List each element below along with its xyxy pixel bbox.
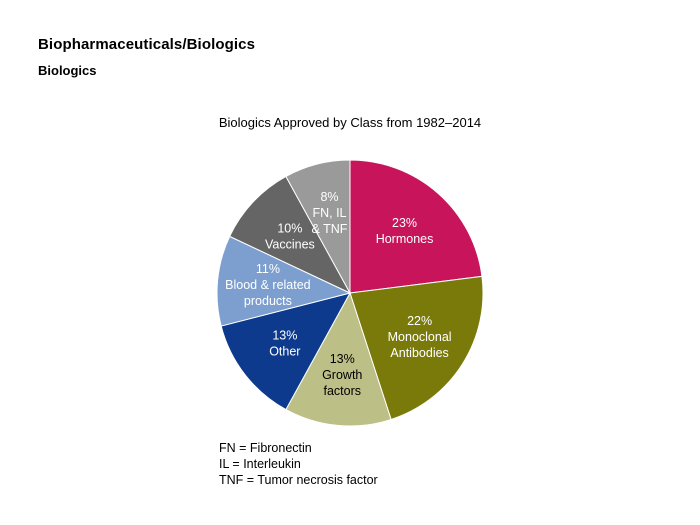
pie-label-vaccines: 10% Vaccines — [265, 222, 315, 252]
pie-label-text: Blood & related — [225, 278, 311, 292]
pie-label-fn-il-tnf: 8% FN, IL & TNF — [312, 190, 348, 236]
pie-label-text: FN, IL — [312, 206, 346, 220]
pie-label-other: 13% Other — [269, 329, 300, 359]
abbreviation-legend: FN = Fibronectin IL = Interleukin TNF = … — [219, 440, 378, 488]
pie-label-text: products — [244, 294, 292, 308]
pie-label-text: factors — [323, 384, 361, 398]
pie-label-value: 23% — [392, 216, 417, 230]
chart-title: Biologics Approved by Class from 1982–20… — [218, 115, 482, 130]
pie-label-text: Antibodies — [390, 346, 448, 360]
pie-label-text: Monoclonal — [388, 330, 452, 344]
pie-label-growth-factors: 13% Growth factors — [322, 352, 362, 398]
pie-label-text: Hormones — [376, 232, 434, 246]
pie-label-value: 13% — [272, 329, 297, 343]
pie-label-value: 8% — [320, 190, 338, 204]
pie-label-hormones: 23% Hormones — [376, 216, 434, 246]
pie-slice-blood-related-products — [216, 235, 352, 327]
pie-label-monoclonal-antibodies: 22% Monoclonal Antibodies — [388, 314, 452, 360]
page-heading: Biopharmaceuticals/Biologics — [38, 36, 256, 53]
pie-slice-growth-factors — [285, 291, 392, 427]
pie-slice-hormones — [349, 159, 483, 294]
legend-note-il: IL = Interleukin — [219, 457, 301, 471]
pie-label-value: 22% — [407, 314, 432, 328]
pie-slice-other — [220, 292, 351, 411]
pie-label-text: Vaccines — [265, 238, 315, 252]
legend-note-tnf: TNF = Tumor necrosis factor — [219, 473, 378, 487]
pie-label-text: & TNF — [312, 222, 348, 236]
pie-label-value: 13% — [330, 352, 355, 366]
pie-slice-monoclonal-antibodies — [349, 275, 484, 421]
pie-label-text: Growth — [322, 368, 362, 382]
pie-slice-vaccines — [228, 175, 352, 295]
pie-slice-fn-il-tnf — [285, 159, 351, 294]
pie-label-value: 10% — [277, 222, 302, 236]
pie-label-blood-related-products: 11% Blood & related products — [225, 262, 311, 308]
page-subheading: Biologics — [38, 63, 97, 78]
legend-note-fn: FN = Fibronectin — [219, 441, 312, 455]
pie-label-text: Other — [269, 345, 300, 359]
pie-label-value: 11% — [256, 262, 280, 276]
